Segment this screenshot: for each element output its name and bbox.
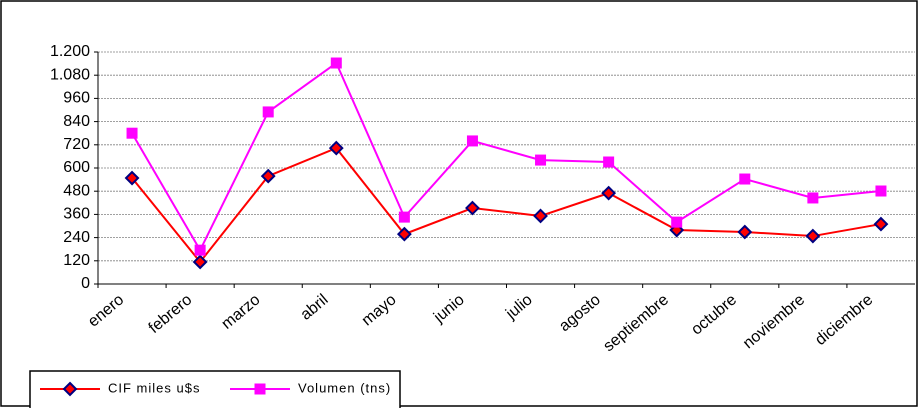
y-tick-label: 240 <box>63 229 90 246</box>
marker <box>124 170 140 186</box>
y-tick-label: 720 <box>63 136 90 153</box>
marker <box>466 135 478 147</box>
marker <box>737 224 753 240</box>
y-tick-label: 600 <box>63 159 90 176</box>
marker <box>396 226 412 242</box>
marker <box>533 208 548 224</box>
series-line <box>131 61 882 253</box>
marker <box>671 216 683 228</box>
marker <box>875 185 887 197</box>
y-tick-label: 120 <box>63 252 90 269</box>
y-tick-label: 360 <box>63 206 90 223</box>
marker <box>62 381 78 397</box>
marker <box>805 228 821 244</box>
legend-label: Volumen (tns) <box>298 380 391 395</box>
y-tick-label: 960 <box>63 90 90 107</box>
y-tick-label: 1.080 <box>50 66 90 83</box>
marker <box>126 127 138 139</box>
marker <box>254 383 266 395</box>
marker <box>465 200 480 216</box>
marker <box>873 216 889 232</box>
marker <box>192 254 208 270</box>
marker <box>807 192 819 204</box>
y-tick-label: 1.200 <box>50 43 90 60</box>
marker <box>601 185 617 201</box>
y-tick-label: 0 <box>81 275 90 292</box>
marker <box>262 106 274 118</box>
marker <box>328 140 344 156</box>
marker <box>260 168 276 184</box>
marker <box>194 244 206 256</box>
y-tick-label: 480 <box>63 182 90 199</box>
marker <box>398 211 410 223</box>
y-tick-label: 840 <box>63 113 90 130</box>
marker <box>330 57 342 69</box>
series-line <box>131 146 882 264</box>
legend-label: CIF miles u$s <box>108 380 200 395</box>
marker <box>603 156 615 168</box>
marker <box>535 154 547 166</box>
marker <box>739 173 751 185</box>
